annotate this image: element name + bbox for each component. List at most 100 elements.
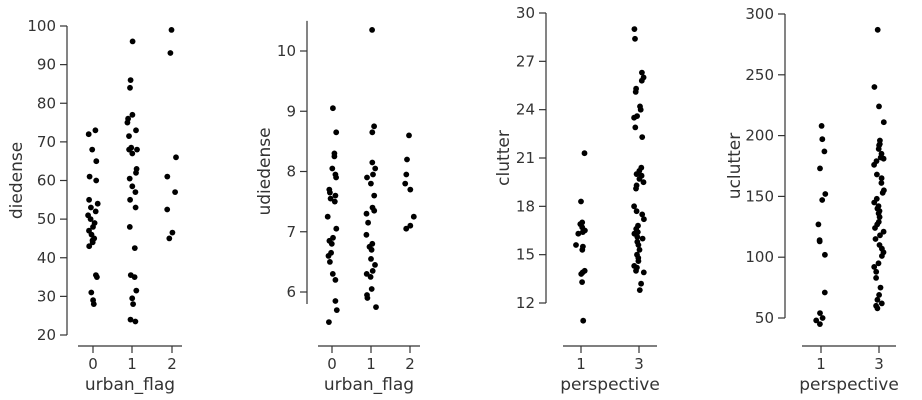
data-point <box>92 208 99 215</box>
data-point <box>632 124 639 131</box>
y-tick-label: 90 <box>37 56 56 74</box>
data-point <box>871 199 878 206</box>
y-tick-label: 9 <box>286 102 296 120</box>
data-point <box>164 173 171 180</box>
data-point <box>817 165 823 172</box>
data-point <box>372 262 378 268</box>
data-point <box>327 259 333 265</box>
data-point <box>127 196 133 203</box>
data-point <box>168 27 175 33</box>
data-point <box>127 316 134 323</box>
data-point <box>878 180 885 186</box>
data-point <box>88 204 94 211</box>
data-point <box>333 129 340 136</box>
x-axis-label: perspective <box>560 375 660 395</box>
data-point <box>403 225 410 232</box>
data-point <box>333 225 340 232</box>
data-point <box>638 280 644 287</box>
data-point <box>877 232 883 239</box>
data-point <box>127 77 134 83</box>
data-point <box>132 318 139 325</box>
data-point <box>368 246 375 253</box>
y-axis-label: uclutter <box>725 133 745 199</box>
data-point <box>877 284 884 291</box>
data-point <box>164 206 171 213</box>
data-point <box>871 264 878 270</box>
data-point <box>873 268 880 275</box>
data-point <box>822 191 829 197</box>
y-tick-label: 12 <box>516 294 535 312</box>
data-point <box>817 310 823 316</box>
data-point <box>876 214 883 221</box>
data-point <box>632 35 638 42</box>
data-point <box>633 185 639 192</box>
data-point <box>331 153 338 160</box>
y-tick-label: 60 <box>37 172 56 190</box>
data-point <box>167 50 174 56</box>
data-point <box>132 204 139 211</box>
data-point <box>816 238 823 245</box>
data-point <box>130 301 137 307</box>
data-point <box>369 27 375 33</box>
y-tick-label: 100 <box>27 17 56 35</box>
panel-clutter: 12 15 18 21 24 27 30 1 3 perspective clutter <box>494 4 660 395</box>
data-point <box>363 231 370 238</box>
data-point <box>640 269 647 276</box>
data-point <box>368 286 375 292</box>
data-point <box>369 129 376 136</box>
data-point <box>324 213 331 220</box>
data-point <box>364 174 370 181</box>
y-tick-label: 150 <box>745 187 774 205</box>
data-point <box>880 228 887 235</box>
y-tick-label: 30 <box>516 4 535 22</box>
data-point <box>365 219 371 226</box>
data-point <box>94 200 101 207</box>
data-point <box>822 251 828 258</box>
data-point <box>634 234 641 240</box>
data-point <box>876 292 882 298</box>
data-point <box>126 133 132 140</box>
y-tick-label: 80 <box>37 94 56 112</box>
data-point <box>872 225 878 231</box>
y-tick-label: 7 <box>286 223 296 241</box>
data-point <box>86 243 93 250</box>
data-point <box>129 150 136 157</box>
panel-uclutter: 50 100 150 200 250 300 1 3 perspective uclutter <box>725 5 899 395</box>
y-tick-label: 27 <box>516 52 535 70</box>
data-point <box>131 274 138 280</box>
data-point <box>871 161 877 168</box>
data-point <box>821 148 828 155</box>
data-point <box>332 192 339 199</box>
data-point <box>402 180 409 187</box>
y-tick-label: 18 <box>516 197 535 215</box>
data-point <box>368 256 374 262</box>
data-point <box>369 159 376 166</box>
data-point <box>90 224 96 230</box>
data-point <box>364 295 371 301</box>
data-point <box>575 230 582 237</box>
x-tick-label: 2 <box>405 355 415 373</box>
y-tick-label: 15 <box>516 246 535 264</box>
y-tick-label: 50 <box>755 309 774 327</box>
data-point <box>633 171 640 178</box>
data-point <box>579 229 586 236</box>
data-point <box>328 240 335 247</box>
data-point <box>640 179 647 186</box>
data-point <box>631 26 638 32</box>
x-tick-label: 1 <box>127 355 137 373</box>
y-tick-label: 100 <box>745 248 774 266</box>
data-point <box>635 258 642 264</box>
data-point <box>86 196 92 203</box>
data-point <box>166 235 173 242</box>
data-point <box>875 146 882 152</box>
data-point <box>815 221 822 228</box>
data-point <box>880 119 887 126</box>
data-point <box>330 105 336 112</box>
data-point <box>579 279 585 285</box>
data-point <box>93 177 100 184</box>
data-point <box>173 154 179 161</box>
data-point <box>631 203 637 210</box>
y-tick-label: 30 <box>37 287 56 305</box>
x-axis-label: urban_flag <box>324 375 414 395</box>
data-point <box>878 175 885 182</box>
